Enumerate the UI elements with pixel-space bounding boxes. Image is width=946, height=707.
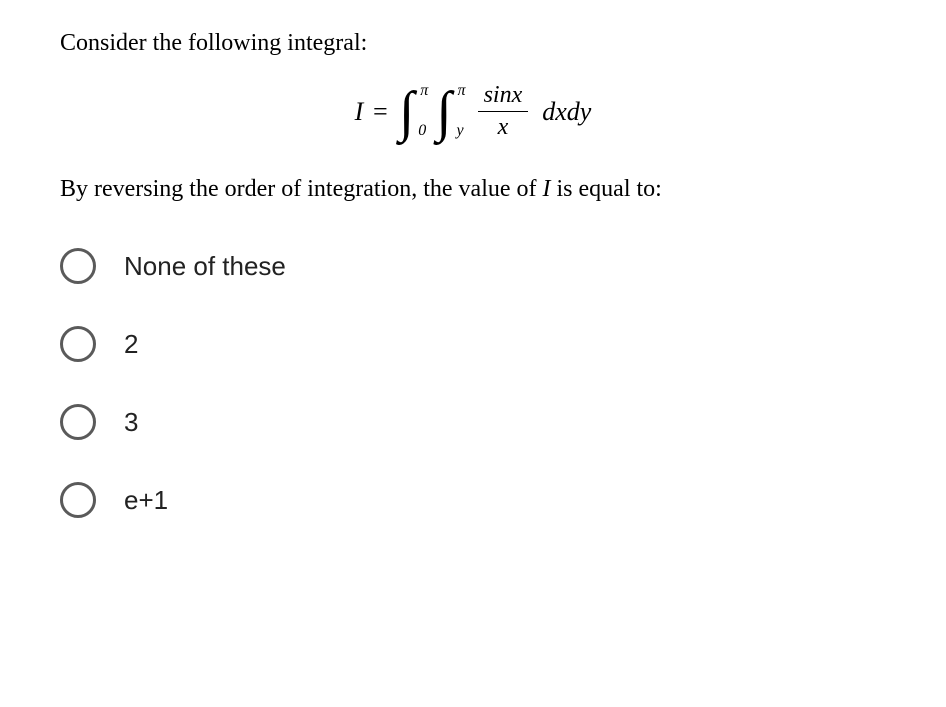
question-variable: I [543,176,551,202]
fraction-denominator: x [498,112,509,141]
option-label: e+1 [124,485,168,516]
outer-integral: ∫ π 0 [397,84,416,140]
radio-icon [60,326,96,362]
question-suffix: is equal to: [557,176,662,202]
option-3[interactable]: 3 [60,404,886,440]
differential: dxdy [542,97,591,127]
inner-upper-bound: π [458,82,466,100]
outer-lower-bound: 0 [418,122,426,140]
option-e-plus-1[interactable]: e+1 [60,482,886,518]
option-label: None of these [124,251,286,282]
equation-lhs: I [355,97,364,127]
inner-lower-bound: y [456,122,463,140]
radio-icon [60,482,96,518]
option-label: 2 [124,329,138,360]
outer-upper-bound: π [420,82,428,100]
integrand-fraction: sinx x [478,82,529,141]
question-prefix: By reversing the order of integration, t… [60,176,537,202]
equation-equals: = [371,97,389,127]
options-list: None of these 2 3 e+1 [60,248,886,518]
option-2[interactable]: 2 [60,326,886,362]
option-none[interactable]: None of these [60,248,886,284]
inner-integral: ∫ π y [434,84,453,140]
equation-display: I = ∫ π 0 ∫ π y sinx x dxdy [60,82,886,141]
radio-icon [60,248,96,284]
option-label: 3 [124,407,138,438]
question-text: By reversing the order of integration, t… [60,176,886,203]
radio-icon [60,404,96,440]
problem-intro: Consider the following integral: [60,30,886,57]
fraction-numerator: sinx [478,82,529,112]
